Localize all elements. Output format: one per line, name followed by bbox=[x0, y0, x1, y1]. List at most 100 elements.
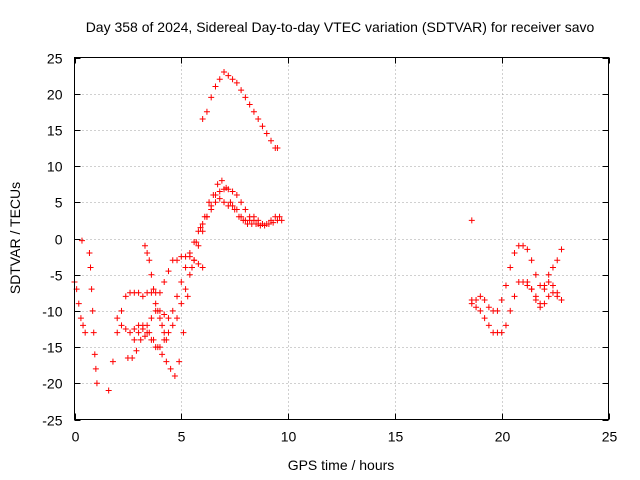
data-point bbox=[242, 94, 249, 101]
series-s4 bbox=[105, 253, 206, 394]
data-point bbox=[545, 293, 552, 300]
series-s9 bbox=[199, 68, 281, 151]
data-point bbox=[184, 293, 191, 300]
data-point bbox=[91, 351, 98, 358]
data-point bbox=[137, 336, 144, 343]
data-point bbox=[549, 282, 556, 289]
data-point bbox=[268, 137, 275, 144]
data-point bbox=[541, 300, 548, 307]
data-point bbox=[229, 76, 236, 83]
data-point bbox=[178, 278, 185, 285]
y-tick-label: -15 bbox=[42, 340, 62, 356]
data-point bbox=[139, 326, 146, 332]
data-point bbox=[152, 300, 159, 307]
data-point bbox=[174, 257, 181, 264]
data-point bbox=[77, 315, 84, 322]
data-point bbox=[259, 123, 266, 130]
data-point bbox=[216, 188, 223, 195]
data-point bbox=[532, 271, 539, 278]
data-point bbox=[135, 329, 142, 336]
data-point bbox=[225, 186, 232, 193]
data-point bbox=[141, 242, 148, 249]
data-point bbox=[75, 300, 82, 307]
data-point bbox=[146, 257, 153, 264]
data-point bbox=[212, 83, 219, 90]
data-point bbox=[214, 181, 221, 188]
data-point bbox=[159, 351, 166, 358]
data-point bbox=[161, 311, 168, 318]
data-point bbox=[191, 239, 198, 246]
data-point bbox=[78, 237, 85, 244]
data-point bbox=[161, 278, 168, 285]
data-point bbox=[545, 278, 552, 285]
data-point bbox=[206, 199, 213, 206]
data-point bbox=[276, 213, 283, 220]
data-point bbox=[161, 329, 168, 336]
data-point bbox=[118, 307, 125, 314]
series-s2 bbox=[78, 237, 85, 244]
data-point bbox=[169, 307, 176, 314]
data-point bbox=[511, 249, 518, 256]
data-point bbox=[167, 365, 174, 372]
data-point bbox=[186, 249, 193, 256]
data-point bbox=[182, 286, 189, 293]
data-point bbox=[80, 322, 87, 329]
y-tick-label: 10 bbox=[47, 159, 63, 175]
data-point bbox=[144, 322, 151, 329]
y-tick-label: -20 bbox=[42, 376, 62, 392]
data-point bbox=[180, 329, 187, 336]
series-s6 bbox=[114, 195, 283, 351]
series-s8 bbox=[141, 242, 170, 343]
plot-frame bbox=[74, 57, 609, 420]
chart-title: Day 358 of 2024, Sidereal Day-to-day VTE… bbox=[86, 19, 595, 35]
data-point bbox=[171, 373, 178, 380]
data-point bbox=[233, 192, 240, 199]
data-point bbox=[511, 293, 518, 300]
data-point bbox=[131, 336, 138, 343]
x-tick-label: 10 bbox=[281, 429, 297, 445]
data-point bbox=[89, 307, 96, 314]
data-point bbox=[174, 293, 181, 300]
data-point bbox=[197, 224, 204, 231]
data-point bbox=[90, 329, 97, 336]
data-marks bbox=[71, 68, 565, 394]
data-point bbox=[148, 271, 155, 278]
data-point bbox=[481, 297, 488, 304]
data-point bbox=[212, 199, 219, 206]
data-point bbox=[129, 354, 136, 361]
data-point bbox=[150, 286, 157, 293]
data-point bbox=[225, 72, 232, 79]
data-point bbox=[278, 217, 285, 224]
data-point bbox=[139, 293, 146, 300]
y-tick-label: 25 bbox=[47, 51, 63, 67]
data-point bbox=[148, 315, 155, 322]
data-point bbox=[163, 358, 170, 365]
data-point bbox=[156, 315, 163, 322]
data-point bbox=[507, 307, 514, 314]
data-point bbox=[246, 213, 253, 220]
data-point bbox=[558, 297, 565, 304]
grid bbox=[74, 57, 609, 420]
data-point bbox=[233, 79, 240, 86]
data-point bbox=[133, 347, 140, 354]
data-point bbox=[148, 336, 155, 343]
data-point bbox=[498, 329, 505, 336]
series-s13 bbox=[524, 278, 565, 311]
data-point bbox=[545, 271, 552, 278]
data-point bbox=[473, 304, 480, 311]
x-tick-label: 5 bbox=[178, 429, 186, 445]
data-point bbox=[212, 192, 219, 199]
data-point bbox=[532, 297, 539, 304]
data-point bbox=[199, 228, 206, 235]
data-point bbox=[92, 365, 99, 372]
data-point bbox=[203, 213, 210, 220]
data-point bbox=[163, 336, 170, 343]
data-point bbox=[208, 202, 215, 209]
data-point bbox=[541, 282, 548, 289]
data-point bbox=[229, 202, 236, 209]
y-tick-label: 15 bbox=[47, 123, 63, 139]
data-point bbox=[238, 199, 245, 206]
data-point bbox=[250, 108, 257, 115]
y-tick-label: 20 bbox=[47, 87, 63, 103]
